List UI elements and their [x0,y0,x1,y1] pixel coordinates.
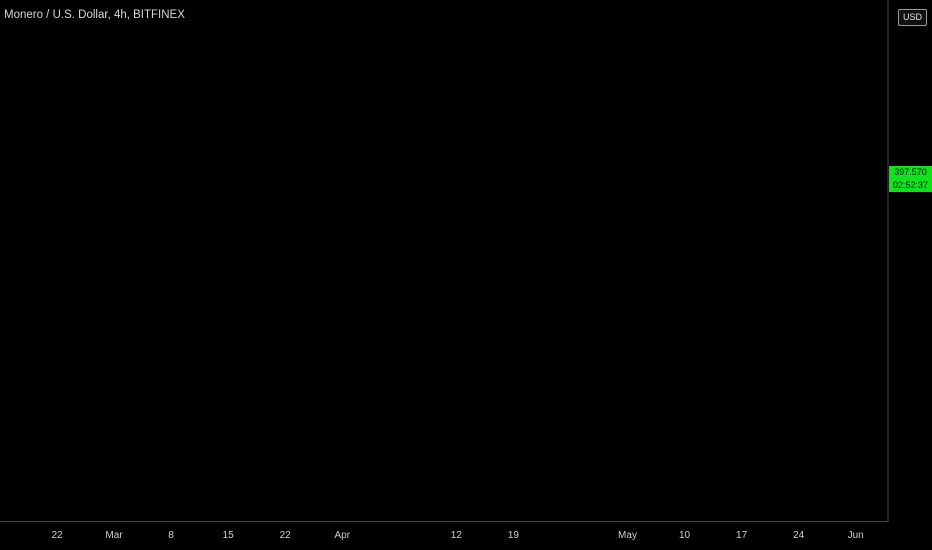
time-tick-label: 19 [508,530,520,541]
time-tick-label: 15 [223,530,235,541]
time-tick-label: 24 [793,530,805,541]
time-tick-label: Jun [848,530,864,541]
symbol-name: Monero / U.S. Dollar [4,9,108,21]
time-tick-label: 22 [280,530,292,541]
last-price-value: 397.570 [894,167,927,177]
currency-button[interactable]: USD [898,9,927,26]
time-tick-label: May [618,530,637,541]
exchange-label: BITFINEX [133,9,185,21]
time-tick-label: 8 [168,530,174,541]
symbol-header: Monero / U.S. Dollar, 4h, BITFINEX [4,9,185,21]
time-tick-label: Apr [334,530,350,541]
last-price-tag: 397.570 02:52:37 [889,166,932,192]
time-tick-label: 22 [51,530,63,541]
bar-countdown: 02:52:37 [892,179,929,190]
time-tick-label: 17 [736,530,748,541]
time-tick-label: 10 [679,530,691,541]
time-tick-label: 12 [451,530,463,541]
interval-label: 4h [113,9,127,21]
time-axis[interactable]: 22 Mar 8 15 22 Apr 12 19 May 10 17 24 Jun [51,530,863,541]
time-tick-label: Mar [105,530,123,541]
